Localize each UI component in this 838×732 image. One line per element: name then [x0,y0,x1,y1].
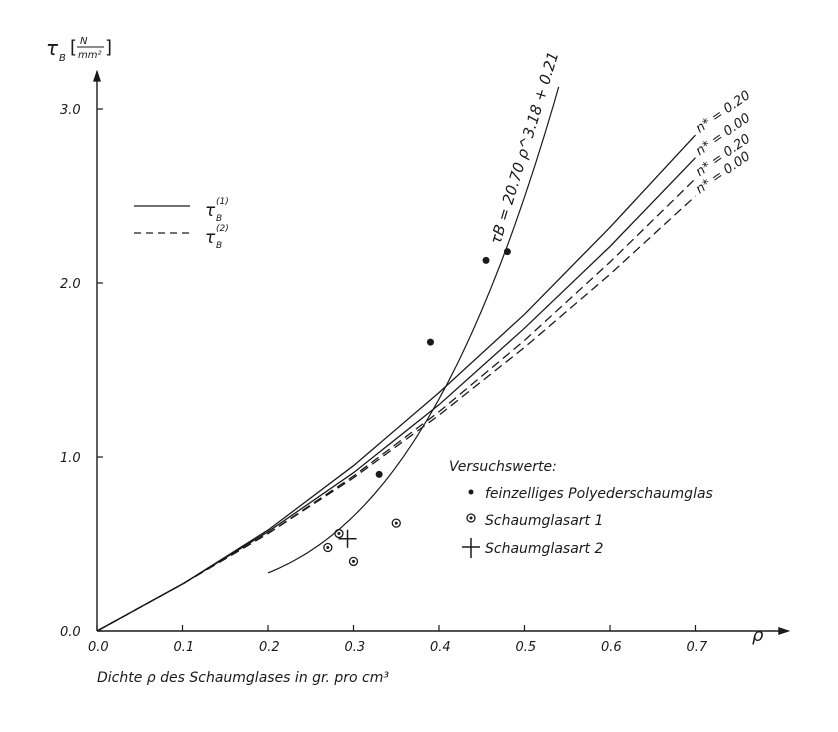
legend-marker-ring-center [469,516,473,520]
data-point-center [337,532,341,536]
line-legend: τ B (1) τ B (2) [134,197,229,251]
series-line [96,157,696,632]
legend-dashed-symbol: τ [205,228,216,248]
legend-solid-sup: (1) [216,197,229,207]
points-legend-item-2: Schaumglasart 1 [485,513,603,529]
legend-solid-symbol: τ [205,201,216,221]
x-tick-label: 0.0 [88,640,109,655]
x-tick-label: 0.6 [601,640,622,655]
legend-marker-ring [466,513,476,523]
data-point [334,528,344,539]
x-tick-label: 0.4 [430,640,451,655]
y-tick-label: 0.0 [60,625,81,640]
y-axis-unit-numerator: N [80,36,88,47]
y-axis-subscript: B [59,53,66,64]
x-tick-label: 0.5 [516,640,537,655]
ticks: 0.0 0.1 0.2 0.3 0.4 0.5 0.6 0.7 0.0 1.0 2.0 3.0 [60,103,708,655]
series-line [96,195,696,632]
data-point-center [326,545,330,549]
y-axis-unit-denominator: mm² [78,50,102,61]
points-legend-title: Versuchswerte: [449,459,557,475]
x-axis-label: Dichte ρ des Schaumglases in gr. pro cm³ [97,670,389,686]
y-axis-arrow [93,69,101,82]
legend-solid-sub: B [216,214,222,224]
y-axis-label: τ B [ N mm² ] [46,36,112,64]
data-point [391,518,401,528]
y-axis-bracket-open: [ [70,37,77,58]
legend-dashed-sup: (2) [216,224,229,234]
points-legend-item-3: Schaumglasart 2 [485,541,603,557]
series-line [96,134,696,632]
data-point-center [352,559,355,563]
x-axis-symbol: ρ [752,625,764,646]
fit-curve [267,86,560,574]
data-point [348,556,359,567]
y-axis-bracket-close: ] [105,37,112,58]
y-tick-label: 3.0 [60,103,81,118]
points-layer [323,248,511,567]
legend-marker-dot [468,489,474,495]
x-tick-label: 0.2 [259,640,280,655]
fit-curve-label: τB = 20.70 ρ^3.18 + 0.21 [487,50,563,247]
y-axis-symbol: τ [46,36,59,60]
data-point-center [394,521,398,525]
data-point [503,248,511,256]
series-line [96,178,696,632]
data-point [375,470,383,478]
axes [93,69,791,635]
points-legend-item-1: feinzelliges Polyederschaumglas [485,486,713,502]
x-tick-label: 0.3 [345,640,366,655]
x-tick-label: 0.1 [174,640,195,655]
y-tick-label: 2.0 [60,277,81,292]
x-axis-arrow [778,627,791,635]
points-legend: Versuchswerte: feinzelliges Polyederscha… [449,459,713,558]
legend-dashed-sub: B [216,241,222,251]
data-point [426,338,434,346]
y-tick-label: 1.0 [60,451,81,466]
data-point [482,256,490,264]
data-point [323,542,333,553]
x-tick-label: 0.7 [687,640,708,655]
